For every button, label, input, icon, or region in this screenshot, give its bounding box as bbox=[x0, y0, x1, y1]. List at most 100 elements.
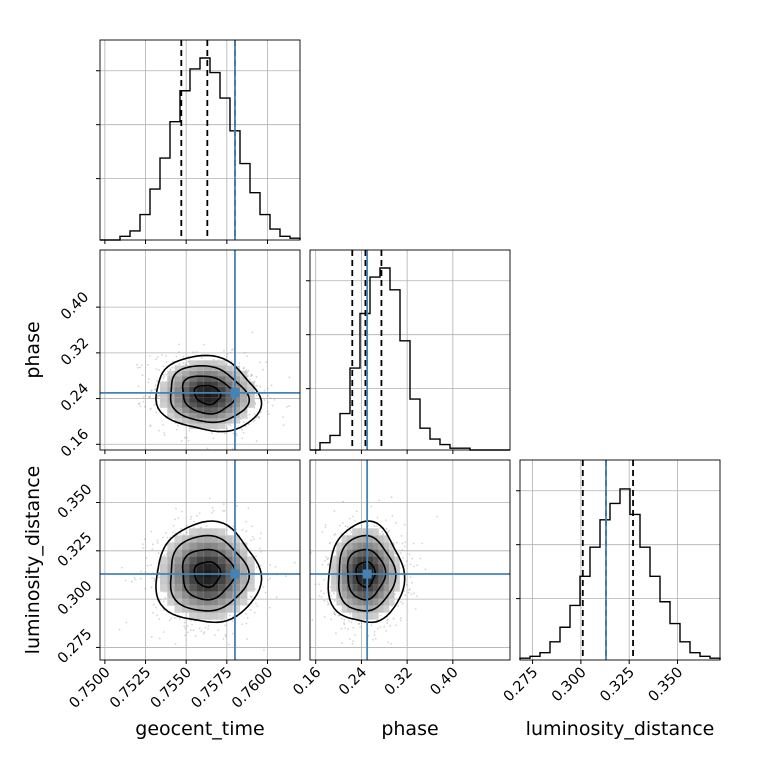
sample-point bbox=[130, 580, 133, 583]
density-cell bbox=[160, 563, 168, 571]
sample-point bbox=[284, 575, 287, 578]
sample-point bbox=[183, 533, 185, 536]
sample-point bbox=[189, 629, 192, 632]
density-cell bbox=[394, 584, 400, 592]
sample-point bbox=[158, 571, 161, 574]
sample-point bbox=[229, 424, 232, 427]
sample-point bbox=[326, 558, 329, 560]
density-cell bbox=[181, 591, 190, 599]
density-cell bbox=[240, 542, 248, 550]
sample-point bbox=[385, 630, 387, 632]
panel-geocent-time-geocent-time bbox=[96, 39, 301, 244]
sample-point bbox=[232, 348, 234, 351]
sample-point bbox=[268, 606, 271, 609]
sample-point bbox=[395, 521, 398, 524]
sample-point bbox=[149, 408, 152, 411]
sample-point bbox=[151, 389, 153, 392]
density-cell bbox=[389, 591, 395, 599]
sample-point bbox=[175, 355, 178, 358]
sample-point bbox=[192, 629, 195, 632]
density-cell bbox=[196, 407, 204, 414]
sample-point bbox=[164, 471, 166, 473]
sample-point bbox=[169, 368, 172, 371]
sample-point bbox=[185, 525, 188, 527]
density-cell bbox=[232, 381, 241, 387]
density-cell bbox=[203, 577, 211, 585]
sample-point bbox=[301, 561, 303, 563]
density-cell bbox=[211, 563, 219, 571]
density-cell bbox=[357, 549, 363, 557]
sample-point bbox=[391, 514, 394, 517]
sample-point bbox=[245, 622, 248, 625]
sample-point bbox=[340, 617, 343, 620]
sample-point bbox=[166, 536, 169, 539]
sample-point bbox=[157, 541, 159, 544]
sample-point bbox=[247, 507, 250, 510]
sample-point bbox=[260, 550, 262, 553]
sample-point bbox=[178, 343, 180, 346]
sample-point bbox=[403, 523, 406, 526]
density-cell bbox=[232, 563, 241, 571]
sample-point bbox=[212, 509, 215, 512]
sample-point bbox=[263, 649, 265, 651]
sample-point bbox=[156, 614, 159, 617]
density-cell bbox=[174, 577, 182, 585]
sample-point bbox=[343, 623, 346, 626]
sample-point bbox=[244, 425, 247, 428]
sample-point bbox=[163, 554, 166, 557]
density-cell bbox=[189, 391, 197, 398]
sample-point bbox=[149, 424, 152, 427]
sample-point bbox=[134, 578, 137, 581]
sample-point bbox=[238, 362, 241, 364]
sample-point bbox=[157, 552, 160, 554]
density-cell bbox=[225, 591, 233, 599]
density-cell bbox=[336, 556, 342, 564]
density-cell bbox=[247, 397, 255, 403]
sample-point bbox=[246, 638, 249, 640]
sample-point bbox=[379, 614, 382, 617]
density-cell bbox=[196, 598, 204, 606]
sample-point bbox=[414, 608, 417, 610]
density-cell bbox=[341, 563, 347, 571]
sample-point bbox=[195, 351, 198, 353]
sample-point bbox=[404, 541, 406, 544]
density-cell bbox=[181, 598, 190, 606]
sample-point bbox=[153, 404, 156, 406]
sample-point bbox=[333, 613, 336, 616]
sample-point bbox=[327, 557, 329, 560]
density-cell bbox=[247, 386, 255, 392]
sample-point bbox=[255, 602, 257, 605]
density-cell bbox=[174, 605, 182, 613]
density-cell bbox=[336, 598, 342, 606]
density-cell bbox=[232, 591, 241, 599]
sample-point bbox=[163, 434, 166, 437]
density-cell bbox=[336, 591, 342, 599]
density-cell bbox=[373, 577, 379, 585]
sample-point bbox=[410, 593, 413, 596]
density-cell bbox=[232, 407, 241, 414]
density-cell bbox=[378, 591, 384, 599]
sample-point bbox=[176, 428, 178, 431]
sample-point bbox=[251, 331, 254, 334]
density-cell bbox=[331, 556, 337, 564]
density-cell bbox=[225, 391, 233, 398]
sample-point bbox=[269, 577, 271, 580]
histogram-luminosity-distance bbox=[519, 488, 721, 660]
sample-point bbox=[248, 413, 251, 416]
sample-point bbox=[334, 533, 337, 535]
sample-point bbox=[352, 626, 355, 629]
sample-point bbox=[243, 366, 245, 369]
density-cell bbox=[232, 556, 241, 564]
sample-point bbox=[154, 384, 157, 387]
sample-point bbox=[373, 525, 375, 528]
sample-point bbox=[288, 405, 291, 408]
density-cell bbox=[218, 386, 226, 392]
density-cell bbox=[196, 542, 204, 550]
sample-point bbox=[342, 522, 344, 524]
sample-point bbox=[411, 581, 413, 584]
density-cell bbox=[181, 402, 190, 408]
sample-point bbox=[262, 586, 265, 588]
sample-point bbox=[231, 620, 234, 623]
density-cell bbox=[389, 577, 395, 585]
sample-point bbox=[358, 623, 360, 625]
